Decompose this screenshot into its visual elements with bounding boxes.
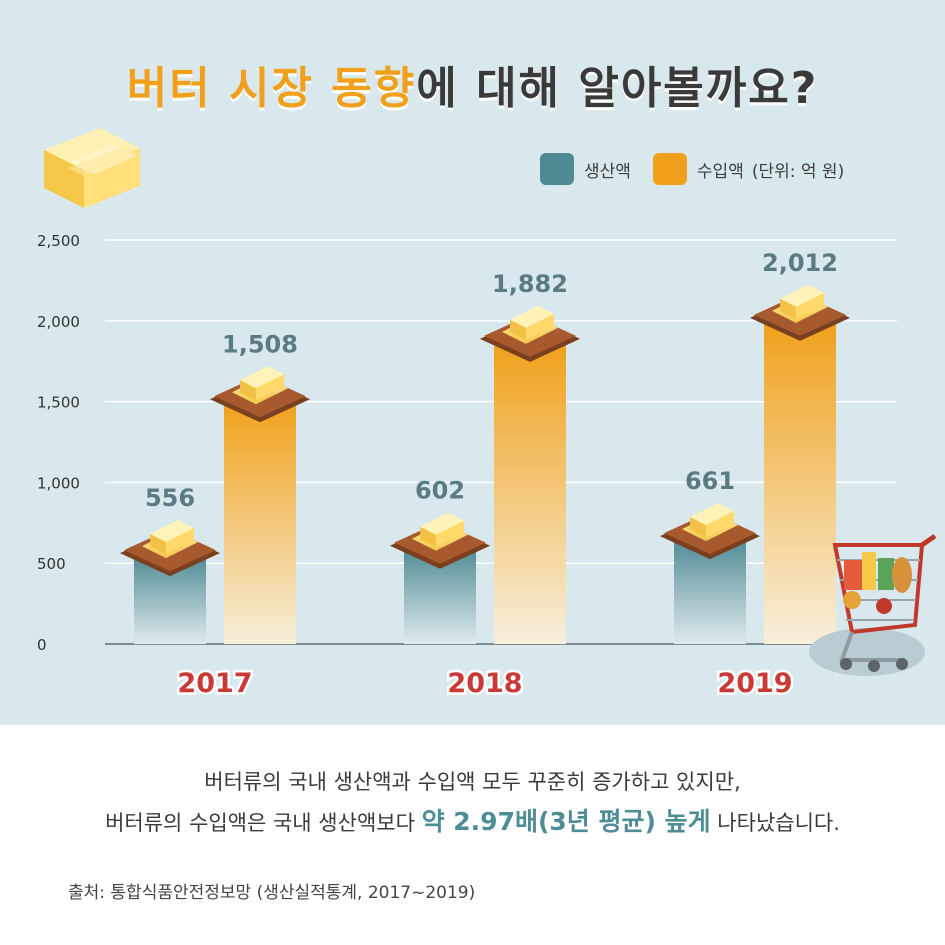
- caption-line-2-pre: 버터류의 수입액은 국내 생산액보다: [105, 811, 422, 835]
- butter-on-board-icon: [750, 284, 850, 341]
- caption-line-1: 버터류의 국내 생산액과 수입액 모두 꾸준히 증가하고 있지만,: [204, 770, 741, 794]
- data-label-production-2017: 556: [145, 484, 195, 512]
- butter-on-board-icon: [660, 503, 760, 560]
- legend-label-production: 생산액: [584, 161, 631, 182]
- legend-label-import: 수입액: [696, 161, 744, 182]
- title-highlight: 버터 시장 동향: [126, 63, 417, 114]
- y-tick-label: 1,500: [37, 394, 80, 412]
- year-labels: 2017 2018 2019: [175, 666, 795, 702]
- y-tick-label: 2,000: [37, 313, 80, 331]
- legend-item-import: 수입액 (단위: 억 원): [652, 153, 845, 185]
- y-tick-label: 2,500: [37, 232, 80, 250]
- page-title: 버터 시장 동향에 대해 알아볼까요?: [0, 52, 945, 116]
- bar-chart: 0 500 1,000 1,500 2,000 2,500 556 1,508 602 1,88…: [37, 128, 937, 702]
- caption: 버터류의 국내 생산액과 수입액 모두 꾸준히 증가하고 있지만, 버터류의 수…: [0, 762, 945, 843]
- data-labels: 556 1,508 602 1,882 661 2,012: [145, 249, 838, 512]
- data-label-production-2019: 661: [685, 467, 735, 495]
- y-tick-label: 0: [37, 636, 47, 654]
- legend-unit: (단위: 억 원): [751, 161, 845, 182]
- caption-line-2-post: 나타났습니다.: [710, 811, 840, 835]
- y-tick-label: 1,000: [37, 474, 80, 492]
- butter-on-board-icon: [480, 305, 580, 362]
- caption-emphasis: 약 2.97배(3년 평균) 높게: [421, 807, 711, 836]
- data-label-import-2019: 2,012: [762, 249, 838, 277]
- y-tick-labels: 0 500 1,000 1,500 2,000 2,500: [37, 232, 80, 654]
- x-tick-label: 2019: [717, 668, 792, 699]
- data-label-import-2018: 1,882: [492, 270, 568, 298]
- legend: 생산액 수입액 (단위: 억 원): [540, 152, 866, 186]
- bar-import-2018: [494, 339, 566, 644]
- butter-on-board-icon: [390, 512, 490, 569]
- butter-blocks-icon: [44, 128, 140, 208]
- legend-swatch-import: [652, 153, 687, 185]
- title-rest: 에 대해 알아볼까요?: [416, 63, 819, 114]
- shopping-cart-icon: [809, 533, 937, 676]
- bar-import-2019: [764, 318, 836, 644]
- y-tick-label: 500: [37, 555, 66, 573]
- bars: [120, 284, 850, 644]
- bar-import-2017: [224, 400, 296, 644]
- butter-on-board-icon: [120, 520, 220, 577]
- x-tick-label: 2018: [447, 668, 522, 699]
- butter-on-board-icon: [210, 366, 310, 423]
- data-label-production-2018: 602: [415, 477, 465, 505]
- data-label-import-2017: 1,508: [222, 330, 298, 358]
- source-note: 출처: 통합식품안전정보망 (생산실적통계, 2017~2019): [68, 883, 476, 903]
- caption-line-2: 버터류의 수입액은 국내 생산액보다 약 2.97배(3년 평균) 높게 나타났…: [0, 802, 945, 843]
- legend-swatch-production: [540, 153, 574, 185]
- legend-item-production: 생산액: [540, 153, 631, 185]
- x-tick-label: 2017: [177, 668, 252, 699]
